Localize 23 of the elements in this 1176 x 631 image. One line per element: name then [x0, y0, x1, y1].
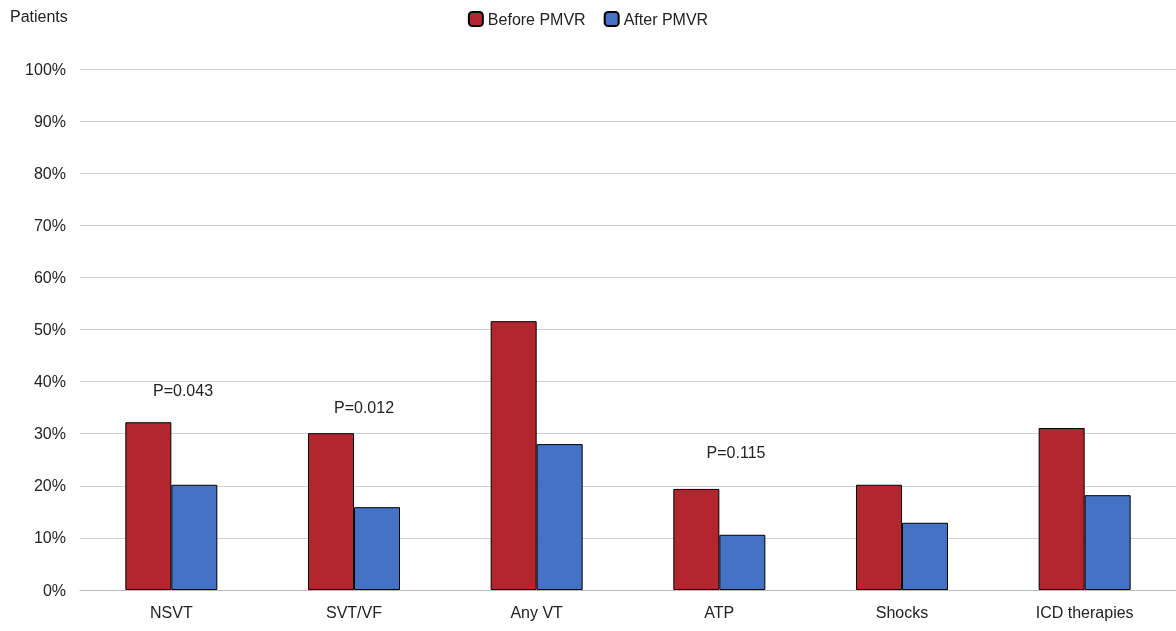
x-tick-label: Shocks: [875, 603, 929, 621]
x-tick-label: Any VT: [510, 603, 564, 621]
y-tick-label: 70%: [33, 216, 66, 234]
x-tick-label: ATP: [704, 603, 735, 621]
legend-label: Before PMVR: [487, 10, 586, 28]
annotation: P=0.012: [333, 398, 395, 416]
x-tick-label: ICD therapies: [1035, 603, 1134, 621]
y-tick-label: 90%: [33, 112, 66, 130]
annotation: P=0.115: [706, 443, 766, 461]
y-tick-label: 80%: [33, 164, 66, 182]
x-tick-label: NSVT: [150, 603, 193, 621]
annotation: P=0.043: [152, 381, 214, 399]
y-tick-label: 0%: [42, 581, 66, 599]
x-tick-label: SVT/VF: [325, 603, 383, 621]
y-tick-label: 50%: [33, 321, 66, 338]
y-axis-title: Patients: [10, 7, 68, 25]
y-tick-label: 10%: [33, 529, 66, 547]
legend-label: After PMVR: [623, 10, 709, 28]
y-tick-label: 40%: [33, 373, 66, 391]
y-tick-label: 100%: [25, 60, 66, 78]
y-tick-label: 20%: [33, 477, 66, 495]
y-tick-label: 30%: [33, 425, 66, 443]
y-tick-label: 60%: [33, 268, 66, 286]
